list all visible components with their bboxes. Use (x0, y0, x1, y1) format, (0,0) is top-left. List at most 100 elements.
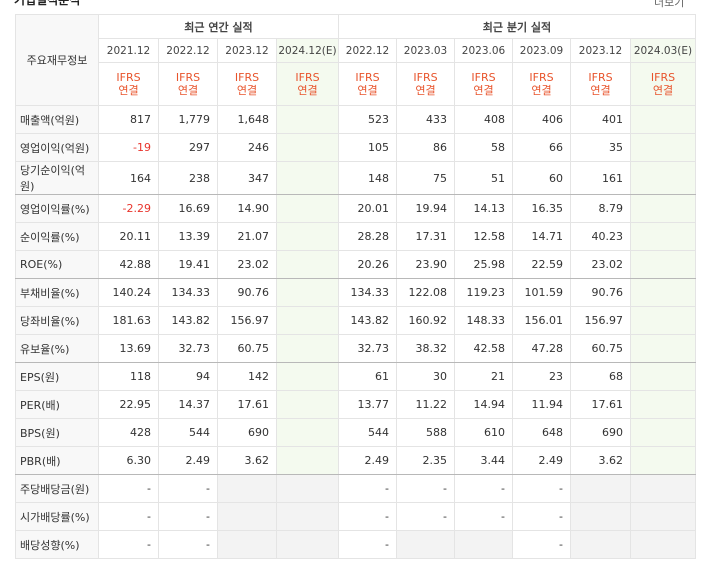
accounting-header: IFRS 연결 (338, 62, 397, 106)
value-cell: 181.63 (98, 306, 159, 335)
accounting-text: IFRS (471, 71, 496, 84)
empty-cell (276, 278, 339, 307)
value-cell: 6.30 (98, 446, 159, 475)
group-header: 최근 분기 실적 (338, 14, 696, 39)
value-cell: 30 (396, 362, 455, 391)
accounting-header: IFRS 연결 (396, 62, 455, 106)
value-cell: 21 (454, 362, 513, 391)
empty-cell (630, 222, 696, 251)
value-cell: - (98, 474, 159, 503)
empty-cell (276, 446, 339, 475)
row-label: 배당성향(%) (15, 530, 99, 559)
value-cell: 3.44 (454, 446, 513, 475)
row-label: 매출액(억원) (15, 105, 99, 134)
value-cell: 143.82 (158, 306, 218, 335)
value-cell: 118 (98, 362, 159, 391)
value-cell: 3.62 (570, 446, 631, 475)
period-header: 2023.12 (570, 38, 631, 63)
empty-cell (630, 530, 696, 559)
finance-table: 주요재무정보 최근 연간 실적 최근 분기 실적 2021.12 2022.12 2023… (15, 14, 696, 559)
accounting-text: IFRS (413, 71, 438, 84)
value-cell: 60.75 (570, 334, 631, 363)
value-cell: 8.79 (570, 194, 631, 223)
accounting-header: IFRS 연결 (217, 62, 277, 106)
value-cell: 17.31 (396, 222, 455, 251)
section-title: 기업실적분석 (14, 0, 81, 7)
empty-cell (570, 530, 631, 559)
row-label: ROE(%) (15, 250, 99, 279)
row-label: 영업이익률(%) (15, 194, 99, 223)
value-cell: 58 (454, 133, 513, 162)
value-cell: 66 (512, 133, 571, 162)
value-cell: 17.61 (570, 390, 631, 419)
empty-cell (276, 306, 339, 335)
value-cell: 14.37 (158, 390, 218, 419)
value-cell: - (98, 502, 159, 531)
value-cell: 11.22 (396, 390, 455, 419)
value-cell: 35 (570, 133, 631, 162)
value-cell: 140.24 (98, 278, 159, 307)
value-cell: 2.35 (396, 446, 455, 475)
empty-cell (630, 194, 696, 223)
value-cell: 119.23 (454, 278, 513, 307)
value-cell: 156.97 (217, 306, 277, 335)
row-label: 당좌비율(%) (15, 306, 99, 335)
value-cell: 544 (158, 418, 218, 447)
row-label: 순이익률(%) (15, 222, 99, 251)
value-cell: 3.62 (217, 446, 277, 475)
empty-cell (630, 105, 696, 134)
accounting-text: 연결 (297, 84, 318, 97)
accounting-header: IFRS 연결 (276, 62, 339, 106)
more-link[interactable]: 더보기 (654, 0, 685, 9)
data-row: 시가배당률(%) - - - - - - (15, 502, 696, 531)
value-cell: 42.88 (98, 250, 159, 279)
accounting-text: 연결 (177, 84, 199, 97)
accounting-text: IFRS (529, 71, 554, 84)
accounting-header: IFRS 연결 (98, 62, 159, 106)
value-cell: 19.41 (158, 250, 218, 279)
empty-cell (630, 161, 696, 195)
value-cell: 1,648 (217, 105, 277, 134)
value-cell: 20.26 (338, 250, 397, 279)
value-cell: 13.69 (98, 334, 159, 363)
value-cell: 142 (217, 362, 277, 391)
empty-cell (276, 105, 339, 134)
data-row: BPS(원) 428 544 690 544 588 610 648 690 (15, 418, 696, 447)
value-cell: 21.07 (217, 222, 277, 251)
value-cell: 38.32 (396, 334, 455, 363)
value-cell: 2.49 (512, 446, 571, 475)
accounting-text: 연결 (118, 84, 139, 97)
value-cell: - (338, 474, 397, 503)
empty-cell (630, 418, 696, 447)
accounting-text: IFRS (355, 71, 380, 84)
value-cell: 32.73 (158, 334, 218, 363)
empty-cell (570, 474, 631, 503)
empty-cell (630, 474, 696, 503)
value-cell: 156.97 (570, 306, 631, 335)
value-cell: 143.82 (338, 306, 397, 335)
value-cell: 23.90 (396, 250, 455, 279)
value-cell: 148.33 (454, 306, 513, 335)
value-cell: 20.01 (338, 194, 397, 223)
value-cell: 14.13 (454, 194, 513, 223)
data-row: 순이익률(%) 20.11 13.39 21.07 28.28 17.31 12.58 14.… (15, 222, 696, 251)
value-cell: 156.01 (512, 306, 571, 335)
value-cell: 648 (512, 418, 571, 447)
value-cell: 523 (338, 105, 397, 134)
value-cell: - (158, 474, 218, 503)
accounting-text: 연결 (652, 84, 674, 97)
accounting-header: IFRS 연결 (570, 62, 631, 106)
data-row: ROE(%) 42.88 19.41 23.02 20.26 23.90 25.98 22.5… (15, 250, 696, 279)
empty-cell (276, 194, 339, 223)
empty-cell (276, 334, 339, 363)
value-cell: - (454, 474, 513, 503)
period-header: 2024.12(E) (276, 38, 339, 63)
accounting-text: IFRS (116, 71, 141, 84)
empty-cell (276, 502, 339, 531)
value-cell: 23.02 (217, 250, 277, 279)
empty-cell (630, 446, 696, 475)
value-cell: 817 (98, 105, 159, 134)
value-cell: 428 (98, 418, 159, 447)
empty-cell (276, 250, 339, 279)
value-cell: 28.28 (338, 222, 397, 251)
